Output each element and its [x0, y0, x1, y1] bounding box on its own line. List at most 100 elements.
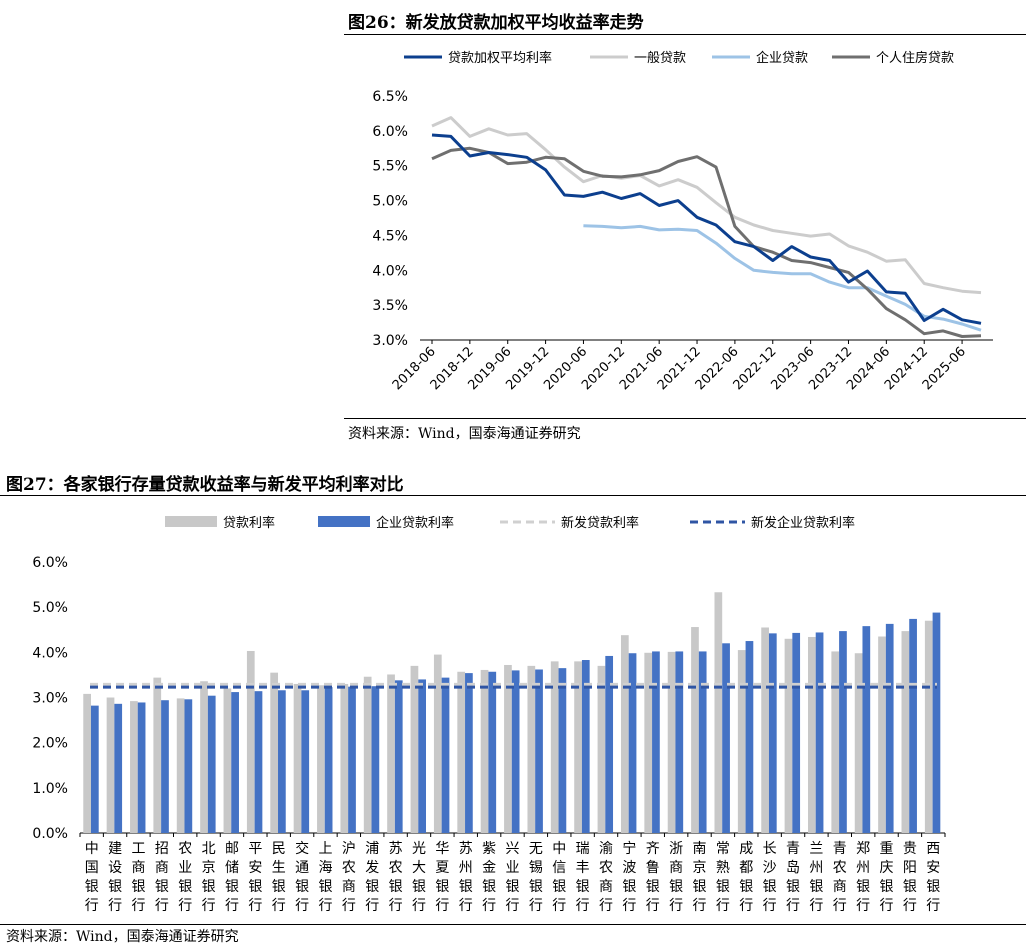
x-tick-label: 渝 — [599, 841, 613, 857]
legend-swatch — [165, 516, 217, 527]
x-tick-label: 银 — [295, 879, 309, 895]
x-tick-label: 行 — [225, 898, 239, 914]
x-tick-label: 行 — [365, 898, 379, 914]
x-tick-label: 银 — [365, 879, 379, 895]
x-tick-label: 行 — [131, 898, 145, 914]
x-tick-label: 苏 — [459, 841, 473, 857]
x-tick-label: 银 — [529, 879, 543, 895]
x-tick-label: 州 — [856, 860, 870, 876]
x-tick-label: 行 — [739, 898, 753, 914]
bar-corporate-rate — [301, 690, 310, 833]
x-tick-label: 行 — [202, 898, 216, 914]
bar-corporate-rate — [511, 670, 520, 833]
x-tick-label: 行 — [552, 898, 566, 914]
bar-corporate-rate — [324, 687, 333, 833]
x-tick-label: 北 — [202, 841, 216, 857]
x-tick-label: 银 — [786, 879, 800, 895]
x-tick-label: 行 — [786, 898, 800, 914]
series-line — [431, 116, 982, 295]
bar-loan-rate — [480, 669, 489, 833]
bar-loan-rate — [808, 636, 816, 833]
x-tick-label: 银 — [576, 879, 590, 895]
x-tick-label: 京 — [693, 860, 707, 876]
x-tick-label: 京 — [202, 860, 216, 876]
x-tick-label: 行 — [295, 898, 309, 914]
bar-corporate-rate — [535, 669, 543, 833]
y-tick-label: 6.0% — [372, 124, 408, 140]
y-tick-label: 3.5% — [372, 298, 408, 314]
x-tick-label: 行 — [716, 898, 730, 914]
x-tick-label: 紫 — [482, 841, 496, 857]
bar-corporate-rate — [558, 668, 567, 833]
x-tick-label: 行 — [318, 898, 332, 914]
x-tick-label: 中 — [85, 841, 99, 857]
x-tick-label: 银 — [552, 879, 566, 895]
x-tick-label: 银 — [716, 879, 730, 895]
bar-corporate-rate — [605, 655, 614, 833]
x-tick-label: 银 — [412, 879, 426, 895]
legend-label: 贷款加权平均利率 — [448, 50, 552, 66]
bar-loan-rate — [878, 636, 886, 833]
fig26-line-chart: 贷款加权平均利率 一般贷款 企业贷款 个人住房贷款 3.0% 3.5% 4.0% 4.5% 5.… — [372, 50, 993, 393]
x-tick-label: 金 — [482, 860, 496, 876]
bar-loan-rate — [317, 685, 325, 833]
x-tick-label: 银 — [926, 879, 940, 895]
x-tick-label: 行 — [622, 898, 636, 914]
x-tick-label: 行 — [459, 898, 473, 914]
bar-corporate-rate — [231, 692, 239, 833]
x-tick-label: 银 — [435, 879, 449, 895]
x-tick-label: 行 — [856, 898, 870, 914]
bar-loan-rate — [574, 661, 582, 833]
x-tick-label: 行 — [248, 898, 262, 914]
x-tick-label: 农 — [599, 860, 613, 876]
x-tick-label: 商 — [131, 860, 145, 876]
fig27-bar-chart: 贷款利率 企业贷款利率 新发贷款利率 新发企业贷款利率 0.0% 1.0% 2.0% 3.0%… — [32, 515, 946, 914]
x-tick-label: 行 — [903, 898, 917, 914]
bar-loan-rate — [714, 592, 723, 833]
bar-corporate-rate — [254, 691, 263, 833]
x-tick-label: 银 — [903, 879, 917, 895]
x-tick-label: 通 — [295, 860, 309, 876]
x-tick-label: 行 — [85, 898, 99, 914]
bar-corporate-rate — [137, 702, 146, 833]
x-tick-label: 熟 — [716, 860, 730, 876]
bar-loan-rate — [457, 671, 466, 833]
x-tick-label: 青 — [833, 841, 847, 857]
x-tick-label: 锡 — [529, 860, 543, 876]
x-tick-label: 银 — [202, 879, 216, 895]
x-tick-label: 海 — [318, 860, 332, 876]
y-tick-label: 5.5% — [372, 159, 408, 175]
x-tick-label: 民 — [272, 841, 286, 857]
x-tick-label: 信 — [552, 860, 566, 876]
bar-loan-rate — [223, 688, 232, 833]
x-tick-label: 行 — [599, 898, 613, 914]
x-tick-label: 银 — [739, 879, 753, 895]
bar-loan-rate — [130, 701, 138, 833]
bar-loan-rate — [363, 676, 372, 833]
fig27-source: 资料来源：Wind，国泰海通证券研究 — [6, 929, 239, 945]
x-tick-label: 行 — [833, 898, 847, 914]
fig26-title: 图26：新发放贷款加权平均收益率走势 — [348, 13, 644, 33]
x-tick-label: 行 — [342, 898, 356, 914]
x-tick-label: 郑 — [856, 841, 870, 857]
x-tick-label: 齐 — [646, 841, 660, 857]
x-tick-label: 银 — [248, 879, 262, 895]
fig26-bottom-rule — [344, 418, 1026, 419]
bar-corporate-rate — [745, 641, 754, 833]
fig27-top-rule — [0, 495, 1026, 496]
x-tick-label: 行 — [412, 898, 426, 914]
fig27-title: 图27：各家银行存量贷款收益率与新发平均利率对比 — [6, 475, 404, 495]
bar-loan-rate — [854, 653, 863, 833]
x-tick-label: 行 — [482, 898, 496, 914]
x-tick-label: 波 — [622, 860, 636, 876]
x-tick-label: 青 — [786, 841, 800, 857]
x-tick-label: 宁 — [622, 840, 636, 857]
x-tick-label: 银 — [669, 879, 683, 895]
bar-corporate-rate — [862, 626, 871, 833]
x-tick-label: 安 — [926, 860, 940, 876]
bar-loan-rate — [433, 654, 442, 833]
x-tick-label: 银 — [108, 879, 122, 895]
bar-corporate-rate — [581, 660, 590, 833]
y-tick-label: 4.5% — [372, 228, 408, 244]
bar-loan-rate — [176, 698, 185, 833]
